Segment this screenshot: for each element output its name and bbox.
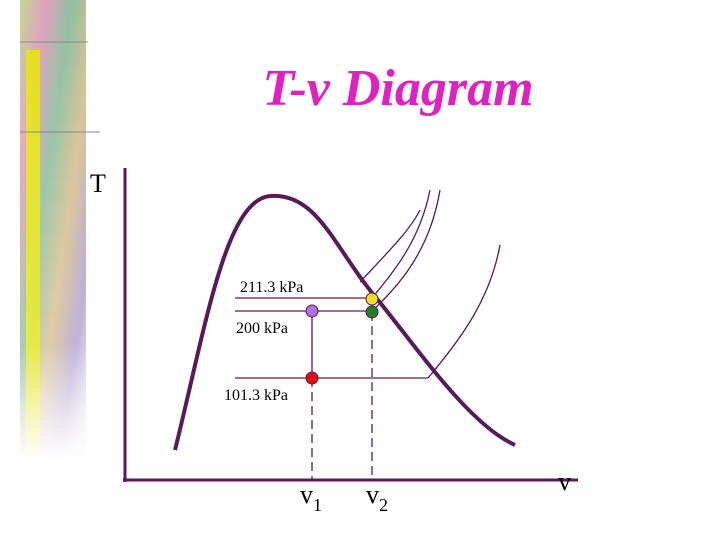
decor-strip	[20, 0, 100, 460]
title: T-v Diagram	[262, 60, 533, 117]
symbol: v	[300, 480, 313, 509]
isobars	[235, 189, 501, 480]
axes	[123, 168, 578, 482]
isobar-label: 101.3 kPa	[224, 387, 288, 404]
isobar-label: 200 kPa	[236, 320, 288, 337]
saturation-dome	[173, 193, 516, 451]
volume-label: v1	[300, 480, 322, 515]
volume-label: v2	[366, 480, 388, 515]
subscript: 2	[379, 495, 388, 515]
x-axis-label: v	[558, 467, 571, 496]
y-axis-label: T	[90, 169, 106, 198]
isobar-label: 211.3 kPa	[240, 279, 303, 296]
symbol: v	[366, 480, 379, 509]
state-points	[305, 292, 379, 385]
subscript: 1	[313, 495, 322, 515]
